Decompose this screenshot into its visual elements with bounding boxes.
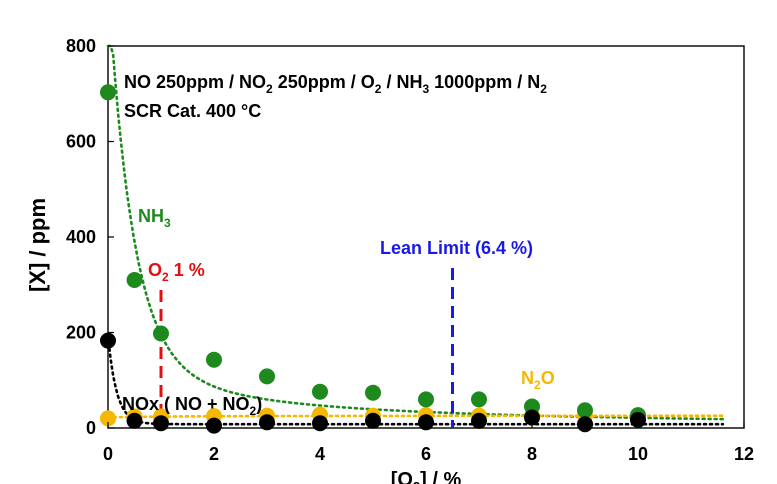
vline-label-lean: Lean Limit (6.4 %) [380, 238, 533, 258]
data-point [259, 414, 275, 431]
data-point [126, 272, 143, 288]
title-line-1: NO 250ppm / NO2 250ppm / O2 / NH3 1000pp… [124, 72, 547, 96]
data-point [100, 84, 116, 101]
data-point [153, 415, 169, 432]
y-tick-label: 200 [66, 323, 96, 343]
title-line-2: SCR Cat. 400 °C [124, 101, 261, 121]
data-point [577, 416, 593, 433]
data-point [100, 410, 116, 427]
data-points [100, 84, 646, 434]
series-label-n2o: N2O [521, 368, 555, 392]
vertical-lines [159, 268, 454, 428]
x-tick-label: 2 [209, 444, 219, 464]
y-axis-label: [X] / ppm [25, 198, 50, 292]
y-tick-label: 800 [66, 36, 96, 56]
trend-line-nox [106, 335, 725, 426]
x-tick-label: 0 [103, 444, 113, 464]
data-point [630, 411, 646, 428]
data-point [259, 368, 275, 385]
y-tick-label: 0 [86, 418, 96, 438]
data-point [471, 391, 487, 408]
data-point [100, 332, 116, 349]
y-tick-label: 400 [66, 227, 96, 247]
x-tick-label: 6 [421, 444, 431, 464]
vline-label-o2: O2 1 % [148, 260, 205, 284]
series-label-nh3: NH3 [138, 206, 171, 230]
x-tick-label: 4 [315, 444, 325, 464]
x-axis-label: [O2] / % [391, 469, 462, 484]
data-point [577, 402, 593, 419]
data-point [365, 412, 381, 429]
data-point [126, 412, 143, 429]
series-label-nox: NOx ( NO + NO2) [122, 394, 262, 418]
data-point [471, 412, 487, 429]
trend-line-nh3 [106, 44, 725, 421]
y-tick-label: 600 [66, 132, 96, 152]
x-tick-label: 10 [628, 444, 648, 464]
data-point [206, 351, 222, 368]
x-tick-label: 12 [734, 444, 754, 464]
x-tick-label: 8 [527, 444, 537, 464]
axis-ticks: 0 2 4 6 8 10 12 0 200 400 600 800 [66, 36, 754, 464]
data-point [524, 398, 540, 415]
data-point [365, 384, 381, 401]
data-point [312, 383, 328, 400]
data-point [524, 409, 540, 426]
data-point [153, 325, 169, 342]
data-point [418, 391, 434, 408]
